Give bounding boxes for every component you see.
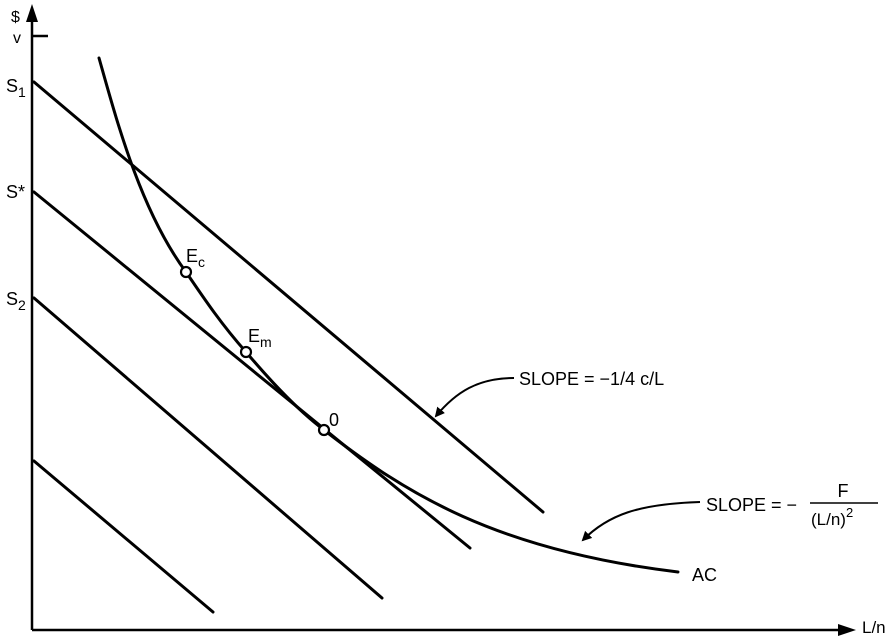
- point-em: [239, 345, 253, 359]
- slope-annotation-1-arrow: [434, 377, 515, 418]
- x-axis-label: L/n: [862, 618, 886, 637]
- slope-annotation-2-denominator: (L/n)2: [811, 505, 853, 529]
- intercept-s2-label: S2: [6, 289, 26, 313]
- ac-curve: [97, 56, 680, 574]
- y-axis-unit-label: $: [11, 9, 20, 26]
- line-s2: [32, 296, 384, 600]
- line-s1: [32, 80, 545, 514]
- point-em-label: Em: [248, 326, 272, 350]
- slope-annotation-2-prefix: SLOPE = −: [706, 495, 797, 515]
- intercept-s1-label: S1: [6, 76, 26, 100]
- point-origin: [317, 423, 331, 437]
- intercept-sstar-label: S*: [6, 182, 25, 202]
- y-axis-arrowhead: [26, 4, 38, 22]
- slope-annotation-2-arrow: [581, 501, 701, 542]
- ac-curve-label: AC: [692, 565, 717, 585]
- slope-annotation-2-numerator: F: [838, 481, 849, 501]
- line-sstar: [32, 190, 472, 550]
- y-axis-tick-label: v: [13, 30, 21, 47]
- x-axis-arrowhead: [838, 624, 856, 636]
- line-lowest: [32, 459, 215, 614]
- point-ec: [179, 265, 193, 279]
- slope-annotation-1: SLOPE = −1/4 c/L: [519, 369, 664, 389]
- point-origin-label: 0: [329, 410, 339, 430]
- point-ec-label: Ec: [186, 246, 205, 270]
